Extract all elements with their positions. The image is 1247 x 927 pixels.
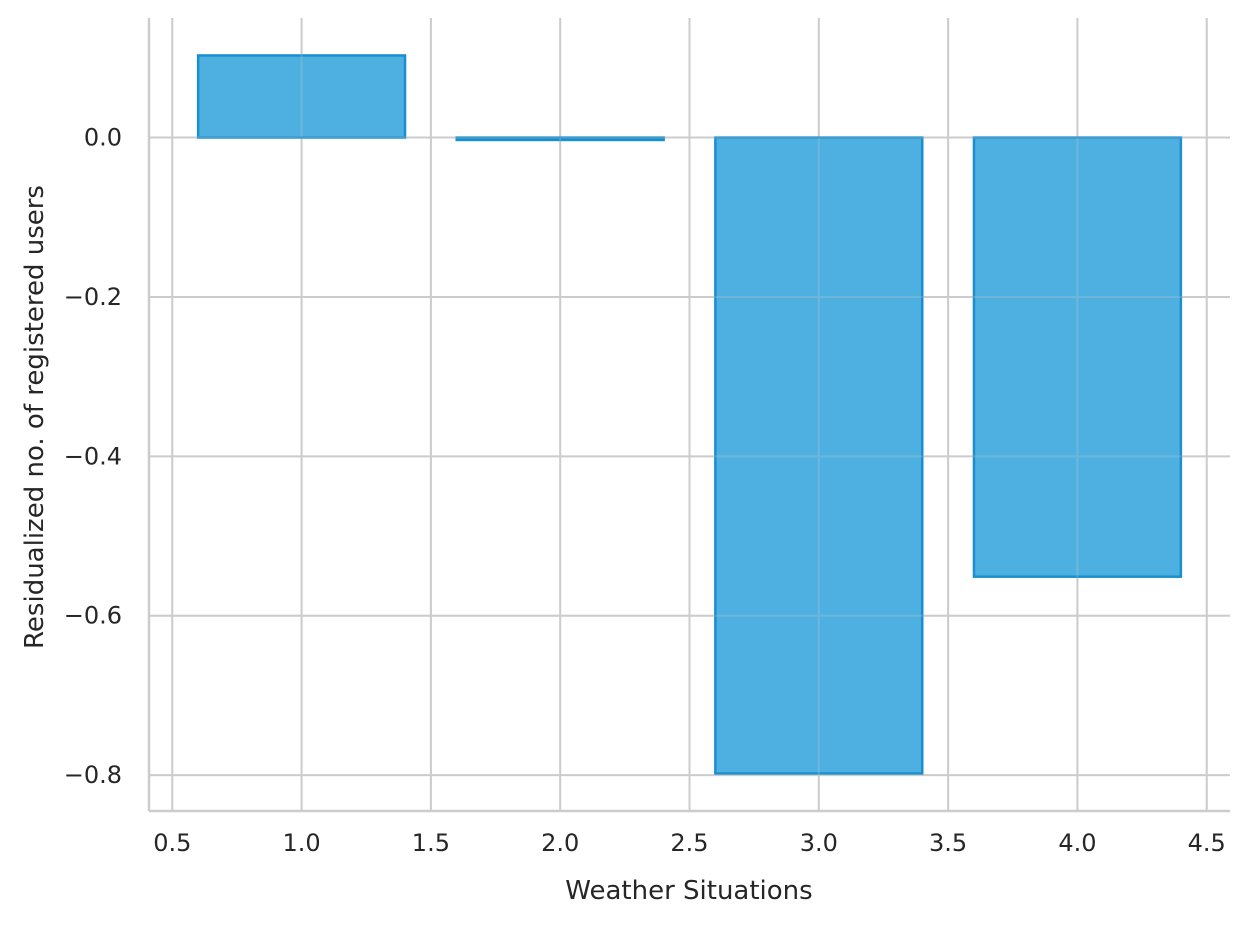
bars [196,54,1183,775]
y-tick-label: 0.0 [84,124,122,152]
y-tick-label: −0.4 [64,442,122,470]
bar [714,136,924,775]
x-tick-label: 3.0 [800,829,838,857]
x-tick-label: 4.0 [1058,829,1096,857]
bar [972,136,1183,578]
x-axis-title: Weather Situations [565,876,812,906]
y-tick-label: −0.8 [64,761,122,789]
x-tick-label: 3.5 [929,829,967,857]
x-tick-label: 1.0 [282,829,320,857]
bar [196,54,407,139]
axes-spines [147,18,1230,813]
y-tick-labels: 0.0 −0.2 −0.4 −0.6 −0.8 [64,124,122,790]
y-axis-title: Residualized no. of registered users [20,185,50,649]
bar [455,136,665,142]
x-tick-label: 1.5 [412,829,450,857]
x-tick-label: 2.0 [541,829,579,857]
x-tick-label: 0.5 [153,829,191,857]
y-tick-label: −0.2 [64,283,122,311]
grid-overlay [149,18,1230,811]
x-tick-label: 2.5 [670,829,708,857]
x-tick-label: 4.5 [1188,829,1226,857]
x-tick-labels: 0.5 1.0 1.5 2.0 2.5 3.0 3.5 4.0 4.5 [153,829,1226,857]
y-tick-label: −0.6 [64,602,122,630]
